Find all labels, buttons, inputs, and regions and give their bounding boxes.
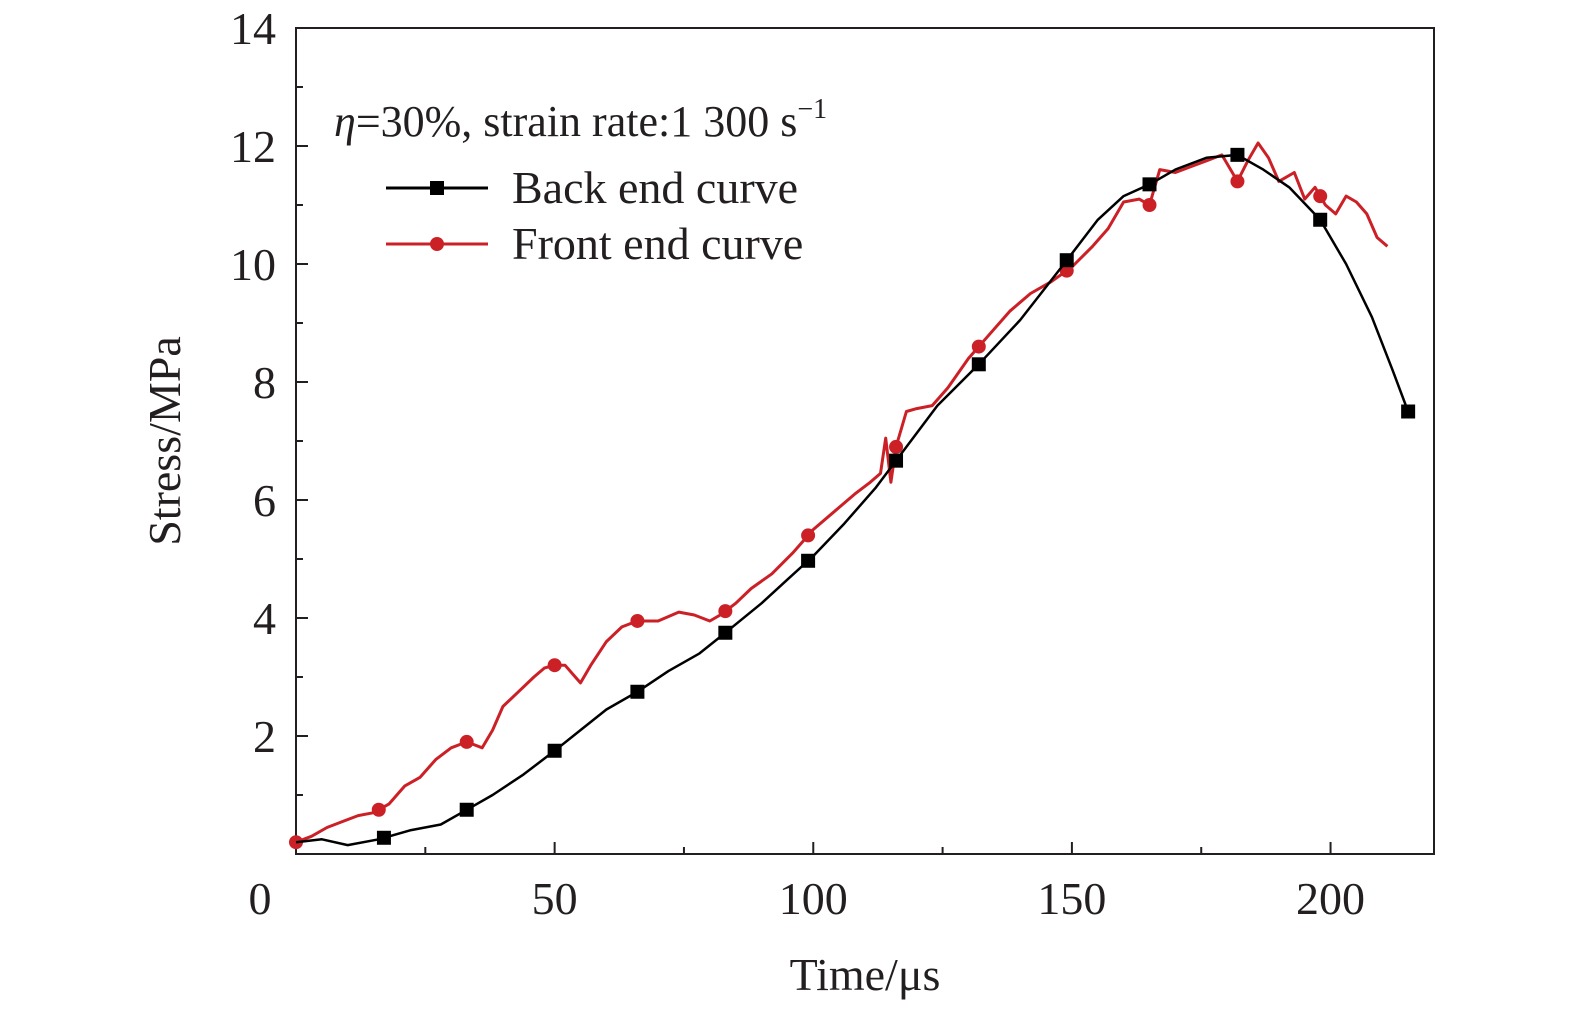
x-axis-title: Time/μs — [790, 949, 941, 1000]
series-line-back-end — [295, 153, 1410, 847]
y-tick-label: 14 — [230, 3, 276, 54]
legend-label-back-end: Back end curve — [512, 162, 798, 213]
series-marker-front-end — [630, 613, 645, 628]
annotation-text: =30%, strain rate:1 300 s — [356, 97, 798, 146]
y-tick-label: 10 — [230, 239, 276, 290]
series-marker-back-end — [971, 357, 986, 372]
series-marker-front-end — [459, 734, 474, 749]
annotation-eta: η — [334, 97, 356, 146]
legend-label-front-end: Front end curve — [512, 218, 803, 269]
legend-marker-front-end — [430, 237, 444, 251]
y-axis-ticks: 2 4 6 8 10 12 14 — [230, 3, 308, 796]
y-tick-label: 2 — [253, 711, 276, 762]
annotation-superscript: −1 — [797, 94, 827, 125]
series-marker-front-end — [1313, 189, 1328, 204]
series-marker-back-end — [547, 743, 562, 758]
y-tick-label: 6 — [253, 475, 276, 526]
series-marker-front-end — [889, 439, 904, 454]
x-tick-label: 200 — [1296, 873, 1365, 924]
series-line-front-end — [295, 141, 1389, 844]
series-marker-back-end — [1059, 253, 1074, 268]
x-tick-label: 0 — [249, 873, 272, 924]
series-marker-back-end — [630, 684, 645, 699]
series-marker-front-end — [718, 604, 733, 619]
x-tick-label: 50 — [532, 873, 578, 924]
legend-entry-back-end: Back end curve — [386, 162, 798, 213]
series-marker-front-end — [371, 802, 386, 817]
y-tick-label: 4 — [253, 593, 276, 644]
series-marker-back-end — [1401, 404, 1416, 419]
x-axis-ticks: 0 50 100 150 200 — [249, 842, 1365, 924]
series-layer — [289, 141, 1416, 850]
chart-annotation: η=30%, strain rate:1 300 s−1 — [334, 94, 827, 146]
series-marker-front-end — [1230, 174, 1245, 189]
series-marker-back-end — [718, 625, 733, 640]
series-marker-back-end — [1313, 212, 1328, 227]
series-marker-back-end — [376, 830, 391, 845]
legend-marker-back-end — [430, 181, 444, 195]
series-marker-back-end — [1142, 177, 1157, 192]
series-marker-back-end — [889, 453, 904, 468]
series-marker-front-end — [801, 528, 816, 543]
series-marker-front-end — [547, 658, 562, 673]
legend-entry-front-end: Front end curve — [386, 218, 803, 269]
series-marker-front-end — [1142, 198, 1157, 212]
y-tick-label: 12 — [230, 121, 276, 172]
series-marker-back-end — [459, 802, 474, 817]
series-marker-front-end — [971, 339, 986, 354]
series-marker-back-end — [1230, 147, 1245, 162]
x-tick-label: 150 — [1037, 873, 1106, 924]
y-tick-label: 8 — [253, 357, 276, 408]
y-axis-title: Stress/MPa — [139, 336, 190, 546]
series-marker-back-end — [801, 553, 816, 568]
legend: Back end curve Front end curve — [386, 162, 803, 269]
x-tick-label: 100 — [779, 873, 848, 924]
